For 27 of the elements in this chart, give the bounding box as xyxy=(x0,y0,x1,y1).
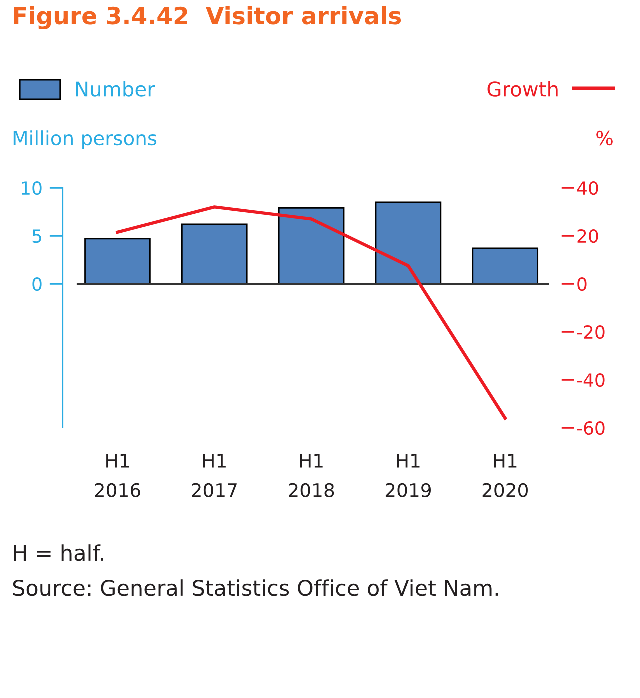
y-axis-title: Million persons xyxy=(14,130,157,150)
chart-title: Figure 3.4.42 Visitor arrivals xyxy=(14,6,402,30)
text: Growth xyxy=(488,81,558,97)
y2-tick-label: -60 xyxy=(577,421,605,436)
y-tick-label: 5 xyxy=(32,230,42,244)
bar xyxy=(84,238,151,285)
y2-tick-label: 0 xyxy=(578,277,587,292)
x-tick-label: H1 2016 xyxy=(95,454,140,498)
source-note: Source: General Statistics Office of Viet Nam. xyxy=(13,580,498,596)
x-tick-label: H1 2020 xyxy=(482,454,528,498)
line-series xyxy=(116,206,507,420)
text: H = half. xyxy=(14,544,104,562)
y2-tick-label: 20 xyxy=(578,229,598,244)
x-tick-label: H1 2018 xyxy=(289,454,334,498)
y-tick-label: 0 xyxy=(32,277,42,292)
y2-tick-label: 40 xyxy=(577,181,598,196)
bar xyxy=(181,224,248,285)
y2-tick-label: -40 xyxy=(577,373,605,388)
bar xyxy=(375,202,442,285)
x-tick-label: H1 2019 xyxy=(386,454,431,498)
y2-tick-label: -20 xyxy=(577,325,605,340)
bar xyxy=(472,248,539,285)
y-tick-label: 10 xyxy=(22,181,42,196)
x-tick-label: H1 2017 xyxy=(192,454,237,498)
y2-axis-title: % xyxy=(596,130,613,146)
legend-label: Number xyxy=(76,81,156,97)
bar xyxy=(278,207,345,285)
